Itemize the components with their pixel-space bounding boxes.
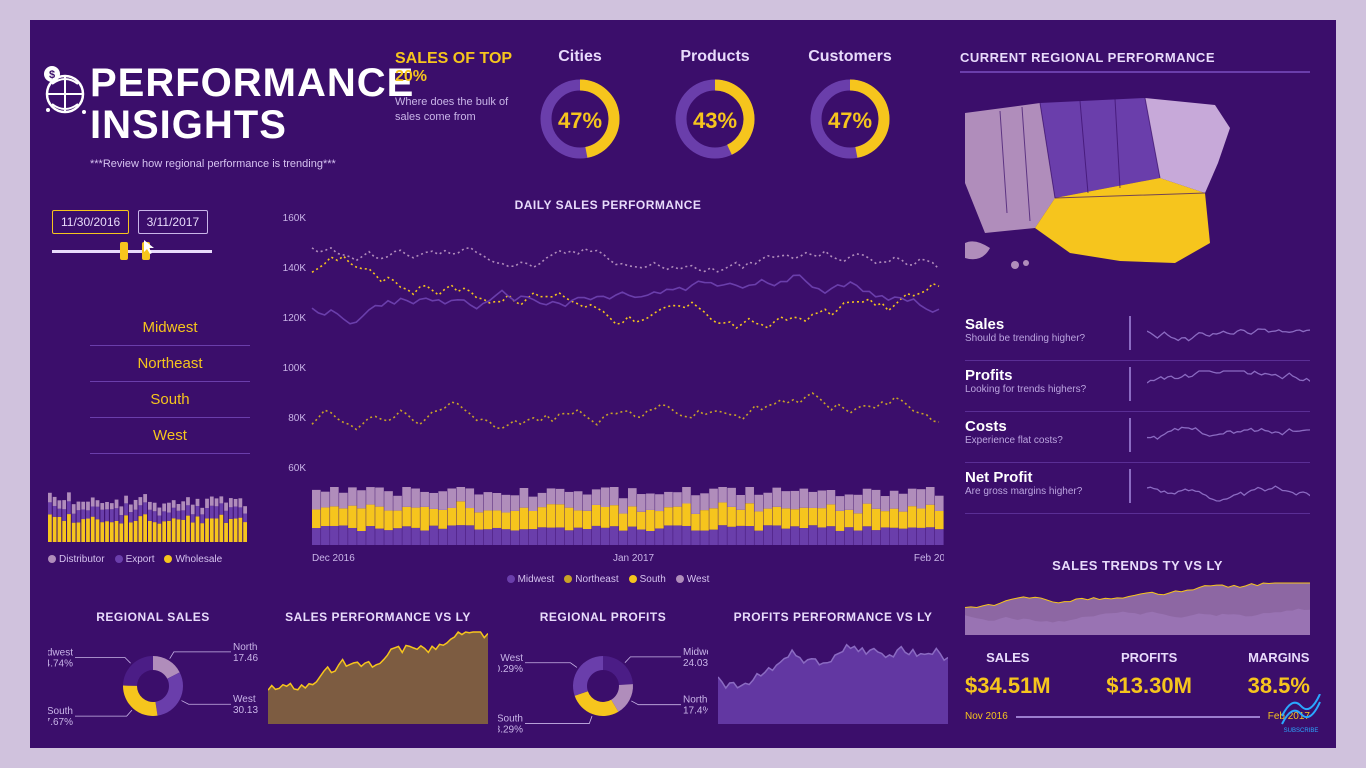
regional-perf-title: CURRENT REGIONAL PERFORMANCE [960, 50, 1310, 65]
svg-text:West: West [233, 694, 256, 705]
top20-label: SALES OF TOP 20% [395, 50, 535, 87]
svg-text:24.74%: 24.74% [48, 658, 73, 669]
svg-text:17.4%: 17.4% [683, 706, 708, 717]
footer-slider[interactable] [1016, 716, 1260, 718]
metric-costs[interactable]: CostsExperience flat costs? [965, 412, 1310, 463]
page-title-line1: PERFORMANCE [90, 62, 414, 104]
profits-vs-ly-title: PROFITS PERFORMANCE VS LY [718, 610, 948, 624]
big3-row: SALES$34.51M PROFITS$13.30M MARGINS38.5% [965, 650, 1310, 699]
kpi-label: Products [670, 48, 760, 66]
daily-sales-chart[interactable]: 160K 140K 120K 100K 80K 60K [272, 212, 944, 482]
big3-profits-value: $13.30M [1106, 673, 1192, 699]
daily-sales-bars[interactable]: Dec 2016 Jan 2017 Feb 2017 [272, 487, 944, 565]
metric-sales[interactable]: SalesShould be trending higher? [965, 310, 1310, 361]
svg-text:100K: 100K [283, 363, 307, 374]
region-west[interactable]: West [90, 418, 250, 454]
metric-profits[interactable]: ProfitsLooking for trends highers? [965, 361, 1310, 412]
cursor-icon [142, 238, 160, 256]
globe-dollar-icon: $ [40, 62, 90, 122]
kpi-value: 43% [670, 108, 760, 134]
svg-text:Dec 2016: Dec 2016 [312, 553, 355, 564]
kpi-label: Cities [535, 48, 625, 66]
page-subtitle: ***Review how regional performance is tr… [90, 158, 414, 170]
sales-vs-ly-chart[interactable] [268, 624, 488, 734]
svg-text:30.29%: 30.29% [498, 664, 523, 675]
page-title-line2: INSIGHTS [90, 104, 414, 146]
top20-sub: Where does the bulk of sales come from [395, 95, 535, 125]
kpi-customers[interactable]: Customers 47% [805, 48, 895, 169]
header-block: $ PERFORMANCE INSIGHTS ***Review how reg… [90, 62, 414, 170]
region-south[interactable]: South [90, 382, 250, 418]
svg-text:Northeast: Northeast [233, 642, 258, 653]
metric-sparklines: SalesShould be trending higher?ProfitsLo… [965, 310, 1310, 514]
svg-text:28.29%: 28.29% [498, 725, 523, 734]
svg-text:SUBSCRIBE: SUBSCRIBE [1284, 728, 1319, 734]
divider [960, 71, 1310, 73]
dashboard-frame: $ PERFORMANCE INSIGHTS ***Review how reg… [30, 20, 1336, 748]
us-map[interactable] [960, 83, 1280, 273]
kpi-label: Customers [805, 48, 895, 66]
daily-sales-block: DAILY SALES PERFORMANCE 160K 140K 120K 100K… [272, 198, 944, 585]
svg-text:17.46%: 17.46% [233, 653, 258, 664]
sales-vs-ly-title: SALES PERFORMANCE VS LY [268, 610, 488, 624]
subscribe-icon[interactable]: SUBSCRIBE [1276, 694, 1326, 734]
regional-sales-donut[interactable]: Northeast17.46% West30.13% South27.67% Midw… [48, 624, 258, 734]
big3-profits-label: PROFITS [1106, 650, 1192, 665]
svg-text:160K: 160K [283, 213, 307, 224]
big3-margins-label: MARGINS [1248, 650, 1310, 665]
daily-sales-title: DAILY SALES PERFORMANCE [272, 198, 944, 212]
kpi-products[interactable]: Products 43% [670, 48, 760, 169]
trends-block: SALES TRENDS TY VS LY SALES $34.51M PROFI… [965, 558, 1310, 722]
regional-profits-donut[interactable]: Midwest24.03% North...17.4% South28.29% Wes… [498, 624, 708, 734]
regional-sales-title: REGIONAL SALES [48, 610, 258, 624]
svg-text:Jan 2017: Jan 2017 [613, 553, 655, 564]
svg-text:30.13%: 30.13% [233, 705, 258, 716]
regional-profits-title: REGIONAL PROFITS [498, 610, 708, 624]
svg-text:27.67%: 27.67% [48, 717, 73, 728]
region-filter-list: MidwestNortheastSouthWest [90, 310, 250, 454]
svg-text:24.03%: 24.03% [683, 658, 708, 669]
svg-text:80K: 80K [288, 413, 306, 424]
metric-net-profit[interactable]: Net ProfitAre gross margins higher? [965, 463, 1310, 514]
svg-text:Feb 2017: Feb 2017 [914, 553, 944, 564]
daily-sales-legend: MidwestNortheastSouthWest [272, 574, 944, 585]
profits-vs-ly-chart[interactable] [718, 624, 948, 734]
footer-from: Nov 2016 [965, 711, 1008, 722]
svg-text:60K: 60K [288, 463, 306, 474]
kpi-value: 47% [805, 108, 895, 134]
big3-sales-label: SALES [965, 650, 1051, 665]
kpi-value: 47% [535, 108, 625, 134]
region-northeast[interactable]: Northeast [90, 346, 250, 382]
kpi-cities[interactable]: Cities 47% [535, 48, 625, 169]
trends-title: SALES TRENDS TY VS LY [965, 558, 1310, 573]
svg-text:West: West [500, 653, 523, 664]
big3-sales-value: $34.51M [965, 673, 1051, 699]
date-filter[interactable]: 11/30/2016 3/11/2017 [52, 210, 212, 253]
svg-text:140K: 140K [283, 263, 307, 274]
date-slider[interactable] [52, 250, 212, 253]
date-to[interactable]: 3/11/2017 [138, 210, 209, 234]
svg-text:120K: 120K [283, 313, 307, 324]
region-midwest[interactable]: Midwest [90, 310, 250, 346]
svg-text:North...: North... [683, 695, 708, 706]
svg-text:Midwest: Midwest [683, 647, 708, 658]
bottom-row: REGIONAL SALES Northeast17.46%West30.13%… [48, 610, 948, 739]
channel-legend: DistributorExportWholesale [48, 554, 222, 565]
channel-stacked-bars[interactable] [48, 472, 248, 550]
svg-text:South: South [498, 714, 523, 725]
svg-text:Midwest: Midwest [48, 647, 73, 658]
top20-block: SALES OF TOP 20% Where does the bulk of … [395, 50, 535, 124]
date-from[interactable]: 11/30/2016 [52, 210, 129, 234]
trends-area-chart[interactable] [965, 577, 1310, 635]
svg-text:South: South [48, 706, 73, 717]
svg-text:$: $ [49, 69, 55, 81]
regional-performance-block: CURRENT REGIONAL PERFORMANCE [960, 50, 1310, 278]
